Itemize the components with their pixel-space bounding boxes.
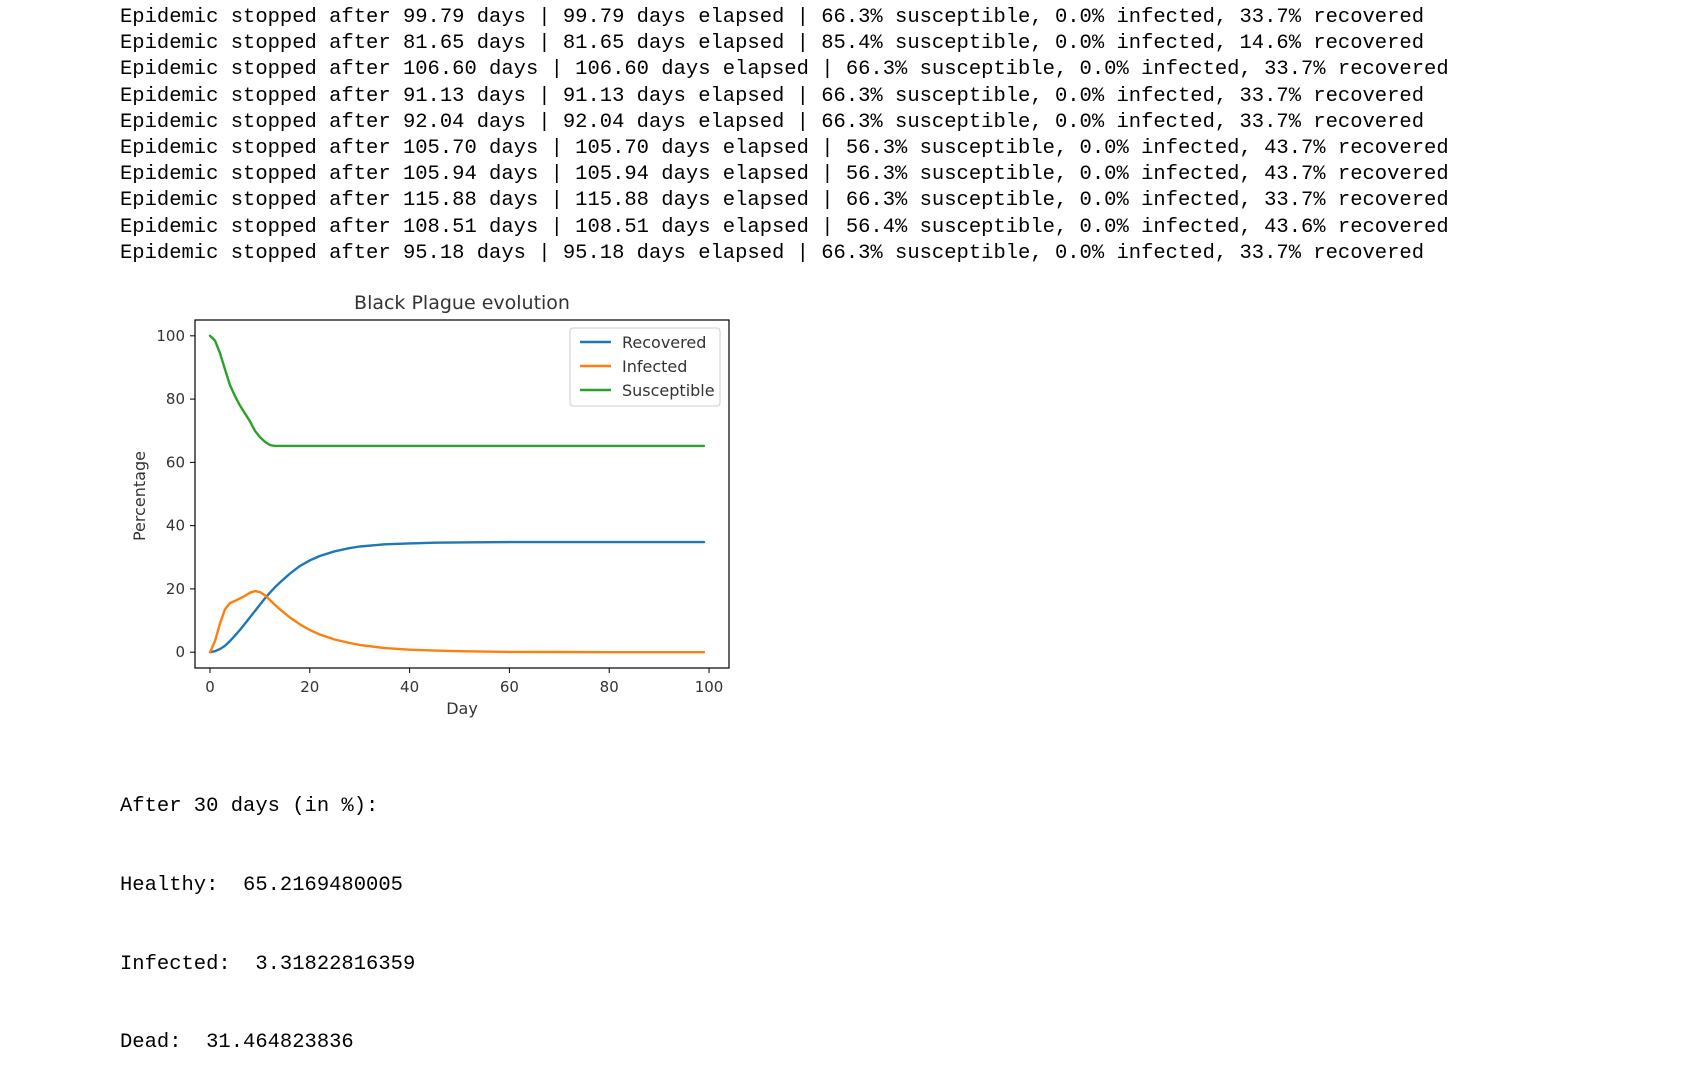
x-tick-label: 80 [600, 678, 619, 696]
y-tick-label: 0 [175, 643, 185, 661]
plot-frame [194, 319, 730, 669]
legend: Recovered Infected Susceptible [569, 327, 721, 407]
series-lines [208, 334, 706, 654]
x-axis-label: Day [446, 699, 478, 718]
log-line: Epidemic stopped after 108.51 days | 108… [120, 215, 1449, 239]
x-tick-label: 100 [695, 678, 724, 696]
chart-title: Black Plague evolution [354, 292, 570, 314]
log-output: Epidemic stopped after 99.79 days | 99.7… [120, 5, 1449, 267]
summary-heading: After 30 days (in %): [120, 795, 379, 819]
series-line-infected [208, 589, 706, 654]
x-tick-label: 0 [205, 678, 215, 696]
y-tick-label: 100 [156, 327, 185, 345]
legend-label: Infected [622, 357, 687, 376]
log-line: Epidemic stopped after 81.65 days | 81.6… [120, 32, 1425, 56]
log-line: Epidemic stopped after 105.70 days | 105… [120, 137, 1449, 161]
summary-infected: Infected: 3.31822816359 [120, 952, 416, 976]
axis-ticks: 0 20 40 60 80 100 0 20 40 60 80 100 [156, 327, 723, 696]
series-line-susceptible [208, 334, 706, 448]
legend-label: Susceptible [622, 381, 715, 400]
series-line-recovered [208, 540, 706, 654]
log-line: Epidemic stopped after 92.04 days | 92.0… [120, 110, 1425, 134]
x-tick-label: 40 [400, 678, 419, 696]
log-line: Epidemic stopped after 91.13 days | 91.1… [120, 84, 1425, 108]
y-tick-label: 40 [166, 517, 185, 535]
log-line: Epidemic stopped after 115.88 days | 115… [120, 189, 1449, 213]
log-line: Epidemic stopped after 106.60 days | 106… [120, 58, 1449, 82]
y-tick-label: 80 [166, 390, 185, 408]
line-chart: Black Plague evolution Day Percentage 0 2… [130, 292, 730, 718]
x-tick-label: 60 [500, 678, 519, 696]
summary-healthy: Healthy: 65.2169480005 [120, 874, 403, 898]
summary-dead: Dead: 31.464823836 [120, 1031, 354, 1055]
legend-label: Recovered [622, 333, 706, 352]
log-line: Epidemic stopped after 95.18 days | 95.1… [120, 241, 1425, 265]
y-tick-label: 60 [166, 453, 185, 471]
summary: After 30 days (in %): Healthy: 65.216948… [120, 742, 415, 1083]
x-tick-label: 20 [300, 678, 319, 696]
log-line: Epidemic stopped after 105.94 days | 105… [120, 163, 1449, 187]
y-axis-label: Percentage [130, 451, 149, 541]
legend-box [569, 327, 721, 407]
log-line: Epidemic stopped after 99.79 days | 99.7… [120, 6, 1425, 29]
y-tick-label: 20 [166, 580, 185, 598]
